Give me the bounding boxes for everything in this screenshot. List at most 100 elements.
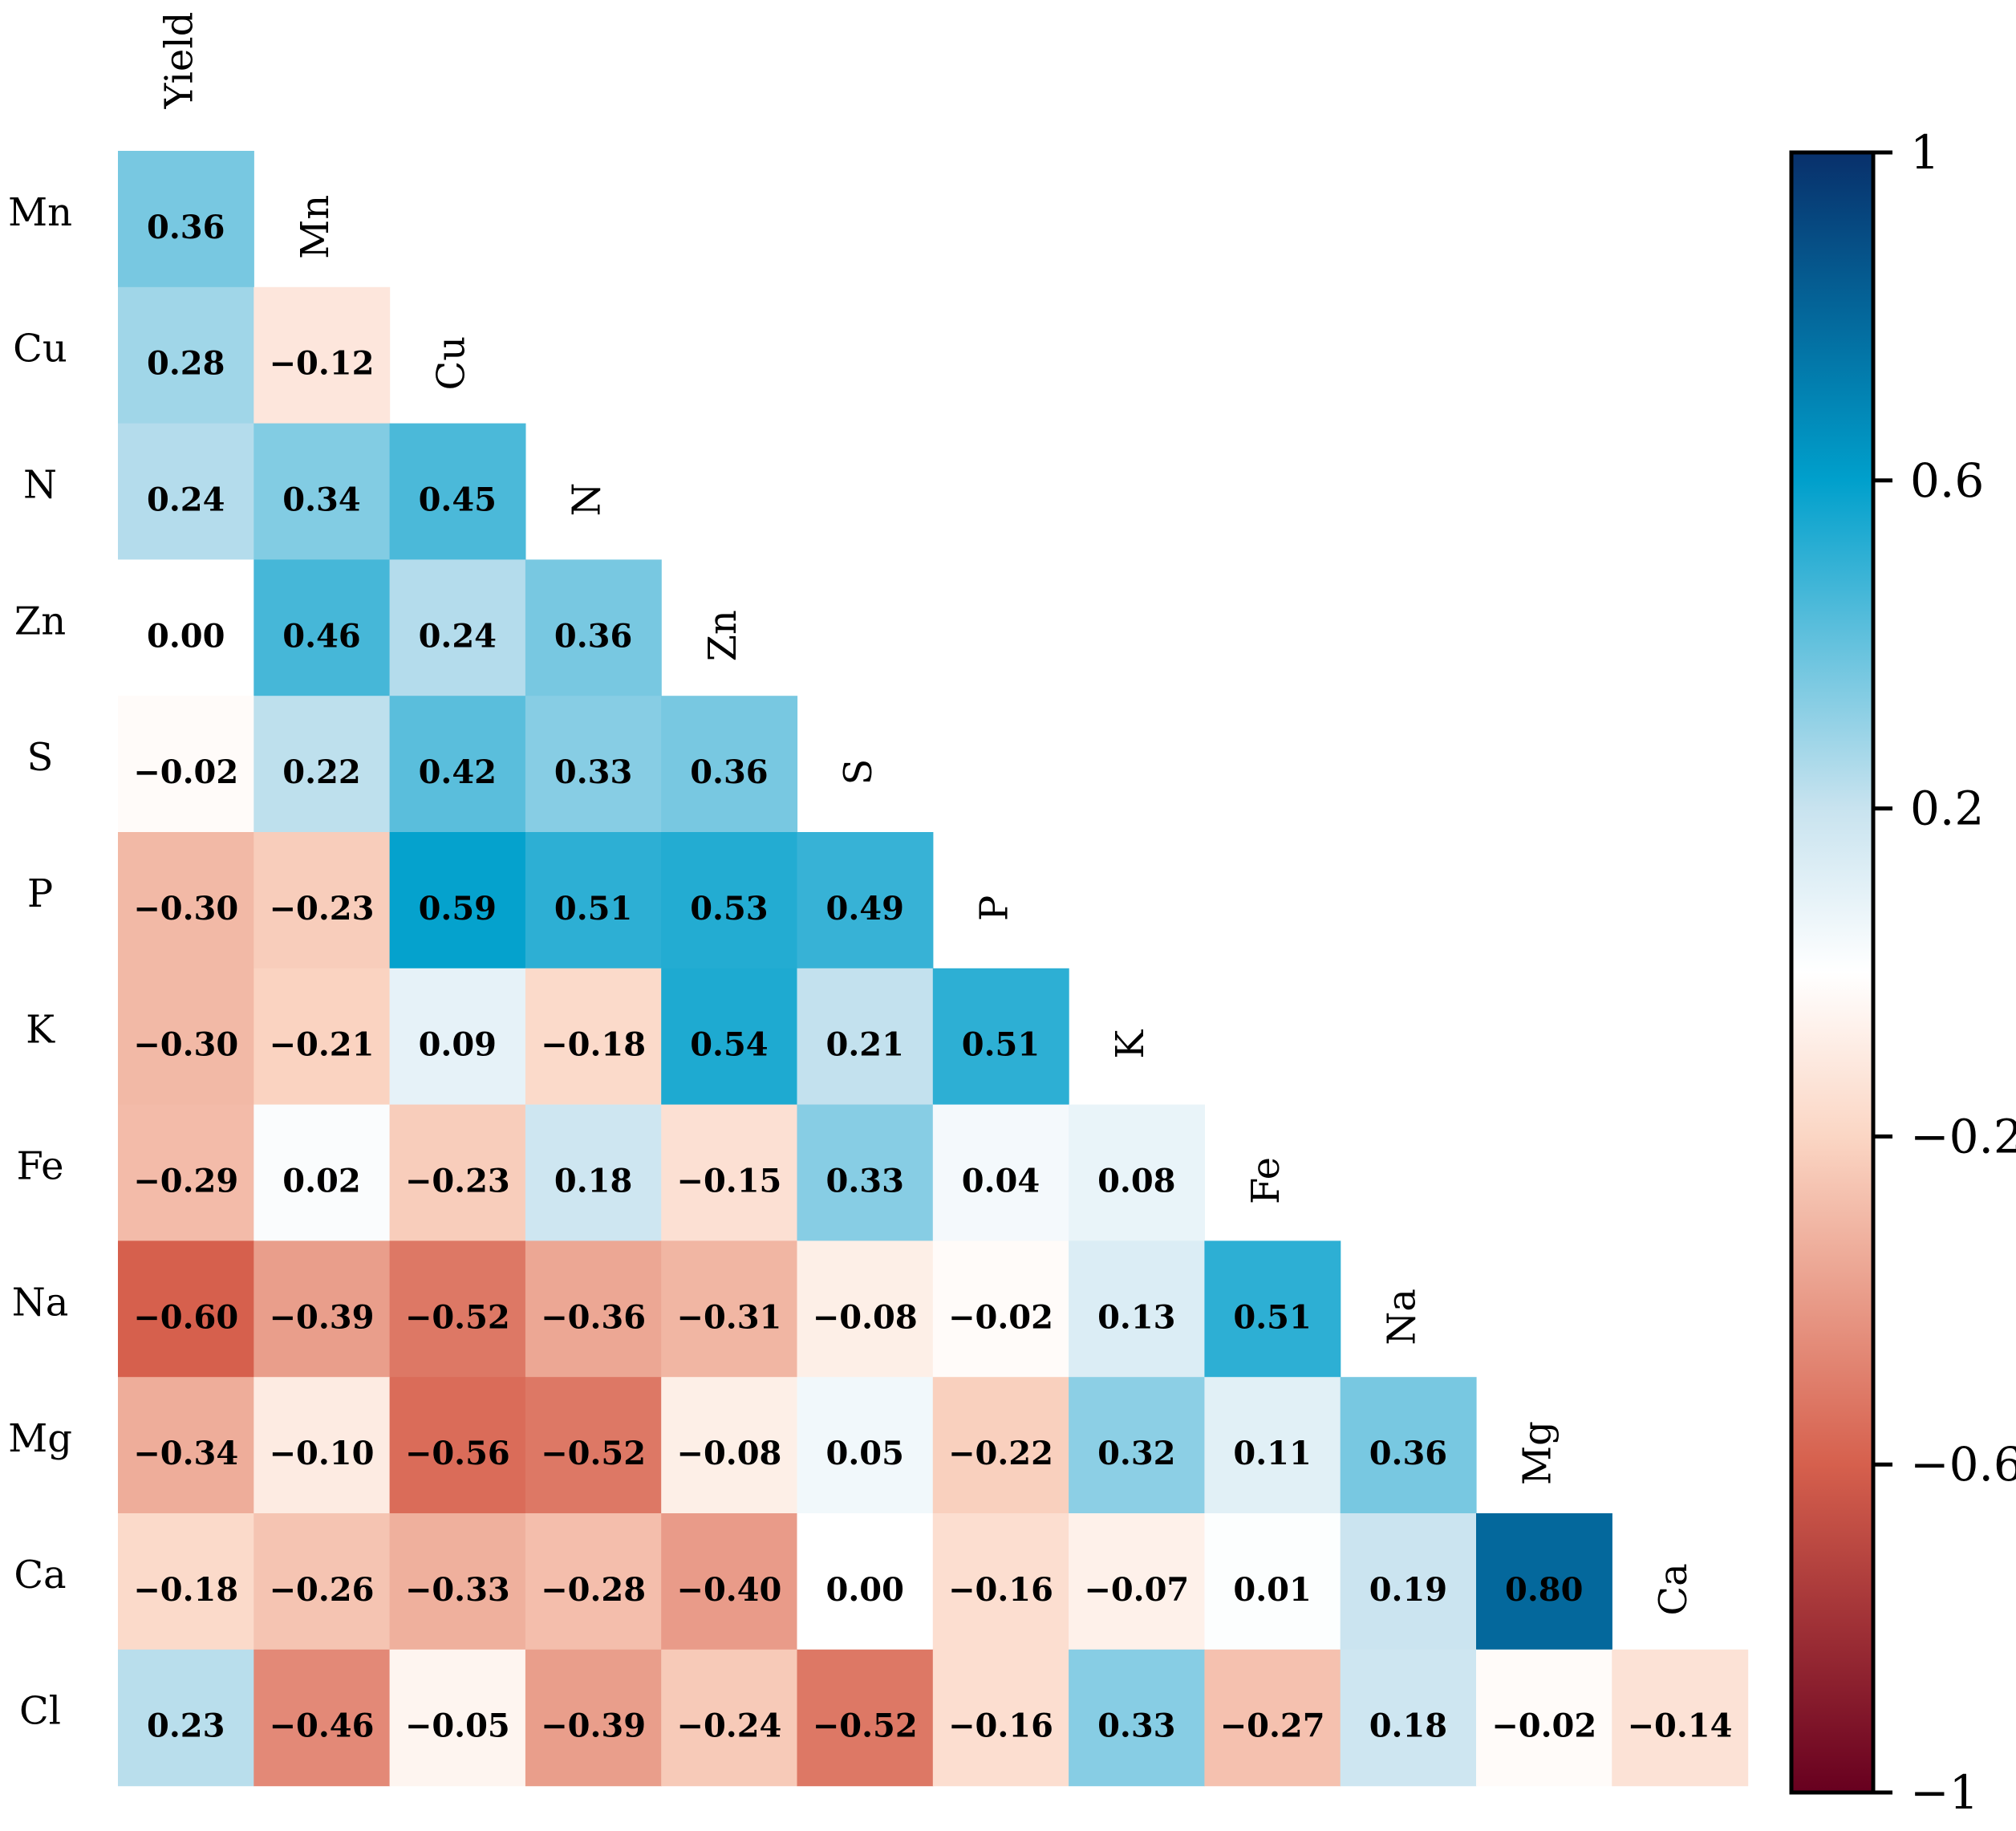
column-label-k: K [1108, 1029, 1153, 1059]
row-label-ca: Ca [14, 1553, 66, 1598]
cell-fe-k [1069, 1104, 1205, 1241]
cell-na-n [525, 1240, 662, 1378]
column-label-fe: Fe [1243, 1157, 1288, 1204]
cell-mg-yield [118, 1377, 254, 1514]
cell-value-fe-n: 0.18 [554, 1163, 632, 1200]
cell-value-mg-k: 0.32 [1097, 1435, 1175, 1472]
cell-value-zn-cu: 0.24 [419, 617, 497, 655]
cell-value-zn-yield: 0.00 [147, 617, 225, 655]
cell-fe-yield [118, 1104, 254, 1241]
cell-value-k-zn: 0.54 [690, 1026, 768, 1064]
cell-p-zn [661, 832, 798, 969]
cell-s-zn [661, 696, 798, 833]
cell-value-p-n: 0.51 [554, 890, 632, 928]
column-label-p: P [972, 895, 1017, 921]
cell-na-k [1069, 1240, 1205, 1378]
cell-fe-s [797, 1104, 934, 1241]
cell-ca-k [1069, 1513, 1205, 1650]
cell-cu-mn [254, 286, 391, 424]
cell-value-cu-yield: 0.28 [147, 345, 225, 383]
cell-value-s-cu: 0.42 [419, 753, 497, 791]
cell-value-p-cu: 0.59 [419, 890, 497, 928]
cell-mg-s [797, 1377, 934, 1514]
cell-value-ca-p: −0.16 [948, 1571, 1053, 1609]
cell-k-cu [389, 968, 526, 1106]
cell-ca-mg [1476, 1513, 1612, 1650]
cell-value-ca-fe: 0.01 [1233, 1571, 1311, 1609]
cell-mg-fe [1204, 1377, 1341, 1514]
cell-value-k-mn: −0.21 [270, 1026, 375, 1064]
cell-mg-mn [254, 1377, 391, 1514]
cell-value-fe-zn: −0.15 [676, 1163, 781, 1200]
cell-fe-mn [254, 1104, 391, 1241]
cell-cl-cu [389, 1649, 526, 1787]
cell-cu-yield [118, 286, 254, 424]
cell-value-cl-p: −0.16 [948, 1707, 1053, 1745]
cell-value-ca-mn: −0.26 [270, 1571, 375, 1609]
row-label-cu: Cu [13, 327, 67, 371]
cell-value-p-yield: −0.30 [133, 890, 238, 928]
cell-value-mg-fe: 0.11 [1233, 1435, 1311, 1472]
cell-zn-cu [389, 559, 526, 696]
cell-fe-zn [661, 1104, 798, 1241]
colorbar-tick-label: 0.6 [1910, 453, 1984, 508]
cell-value-mg-s: 0.05 [825, 1435, 903, 1472]
cell-value-ca-mg: 0.80 [1505, 1571, 1583, 1609]
cell-p-s [797, 832, 934, 969]
column-label-mn: Mn [293, 195, 338, 259]
cell-na-cu [389, 1240, 526, 1378]
cell-value-cl-k: 0.33 [1097, 1707, 1175, 1745]
cell-value-k-cu: 0.09 [419, 1026, 497, 1064]
colorbar-tick-label: 0.2 [1910, 782, 1984, 836]
cell-value-fe-s: 0.33 [825, 1163, 903, 1200]
cell-cl-zn [661, 1649, 798, 1787]
colorbar-tick-label: −1 [1910, 1765, 1979, 1820]
cell-value-n-yield: 0.24 [147, 481, 225, 519]
column-label-cu: Cu [428, 336, 473, 391]
row-label-mn: Mn [8, 190, 72, 235]
column-label-yield: Yield [157, 12, 202, 110]
cell-value-ca-na: 0.19 [1369, 1571, 1447, 1609]
cell-value-na-s: −0.08 [813, 1298, 918, 1336]
cell-value-cl-na: 0.18 [1369, 1707, 1447, 1745]
cell-p-yield [118, 832, 254, 969]
cell-value-k-s: 0.21 [825, 1026, 903, 1064]
cell-mg-n [525, 1377, 662, 1514]
cell-value-fe-yield: −0.29 [133, 1163, 238, 1200]
cell-s-mn [254, 696, 391, 833]
cell-value-na-n: −0.36 [541, 1298, 646, 1336]
cell-value-ca-s: 0.00 [825, 1571, 903, 1609]
column-label-n: N [565, 483, 610, 517]
column-label-na: Na [1379, 1289, 1424, 1346]
cell-s-cu [389, 696, 526, 833]
cell-k-zn [661, 968, 798, 1106]
cell-value-mg-n: −0.52 [541, 1435, 646, 1472]
cell-value-k-yield: −0.30 [133, 1026, 238, 1064]
cell-zn-mn [254, 559, 391, 696]
cell-value-mg-na: 0.36 [1369, 1435, 1447, 1472]
row-label-k: K [26, 1008, 55, 1053]
cell-k-yield [118, 968, 254, 1106]
cell-cl-s [797, 1649, 934, 1787]
cell-value-cl-s: −0.52 [813, 1707, 918, 1745]
cell-ca-p [932, 1513, 1069, 1650]
cell-value-mg-zn: −0.08 [676, 1435, 781, 1472]
row-label-p: P [27, 871, 53, 916]
heatmap-labels: 0.36 0.28 −0.12 0.24 0.34 0.45 0.00 0.46 0.24 0.3… [8, 12, 1733, 1745]
cell-value-zn-n: 0.36 [554, 617, 632, 655]
cell-value-na-fe: 0.51 [1233, 1298, 1311, 1336]
cell-value-fe-k: 0.08 [1097, 1163, 1175, 1200]
cell-value-n-cu: 0.45 [419, 481, 497, 519]
cell-mg-k [1069, 1377, 1205, 1514]
cell-ca-zn [661, 1513, 798, 1650]
cell-fe-p [932, 1104, 1069, 1241]
cell-cl-n [525, 1649, 662, 1787]
column-label-zn: Zn [700, 610, 745, 661]
cell-value-mg-mn: −0.10 [270, 1435, 375, 1472]
cell-value-mg-yield: −0.34 [133, 1435, 238, 1472]
cell-value-ca-cu: −0.33 [405, 1571, 510, 1609]
cell-ca-yield [118, 1513, 254, 1650]
cell-value-n-mn: 0.34 [282, 481, 360, 519]
